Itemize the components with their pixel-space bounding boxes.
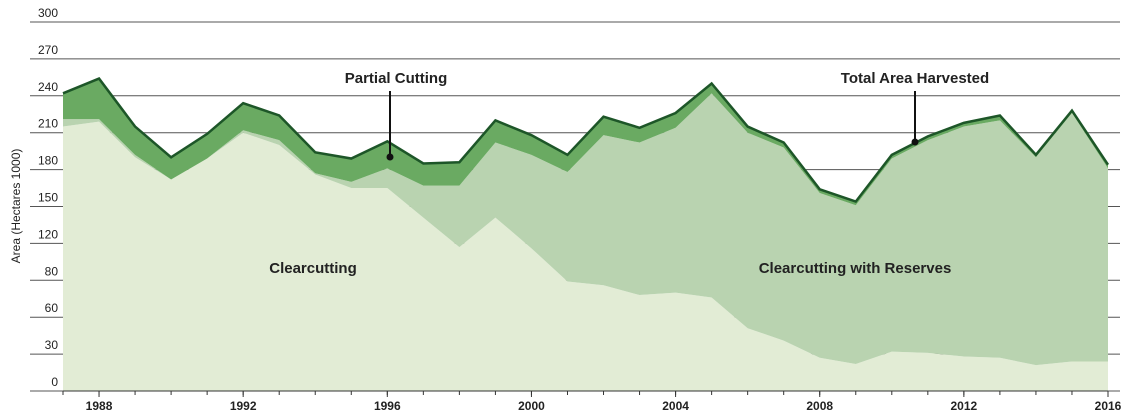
y-tick-label: 60 <box>45 301 59 315</box>
y-tick-label: 270 <box>38 43 58 57</box>
area <box>63 78 1108 206</box>
x-tick-label: 2012 <box>951 399 978 413</box>
y-tick-label: 180 <box>38 154 58 168</box>
x-tick-label: 2004 <box>662 399 689 413</box>
annotation: Partial Cutting <box>345 70 448 87</box>
area-label: Clearcutting <box>269 260 357 277</box>
y-tick-label: 120 <box>38 227 58 241</box>
x-tick-label: 2000 <box>518 399 545 413</box>
pointer-dot <box>911 138 919 146</box>
y-tick-label: 240 <box>38 80 58 94</box>
y-axis-label: Area (Hectares 1000) <box>9 149 23 264</box>
y-tick-label: 30 <box>45 338 59 352</box>
y-tick-label: 80 <box>45 264 59 278</box>
x-tick-label: 2008 <box>806 399 833 413</box>
area-label: Clearcutting with Reserves <box>759 260 952 277</box>
annotation: Total Area Harvested <box>841 70 989 87</box>
total-line <box>62 77 1110 204</box>
area <box>63 121 1108 391</box>
y-tick-label: 210 <box>38 117 58 131</box>
x-tick-label: 1992 <box>230 399 257 413</box>
y-tick-label: 0 <box>51 375 58 389</box>
pointer-dot <box>386 153 394 161</box>
y-tick-label: 300 <box>38 6 58 20</box>
x-tick-label: 1996 <box>374 399 401 413</box>
y-tick-label: 150 <box>38 191 58 205</box>
area <box>63 93 1108 366</box>
x-tick-label: 1988 <box>86 399 113 413</box>
x-tick-label: 2016 <box>1095 399 1122 413</box>
